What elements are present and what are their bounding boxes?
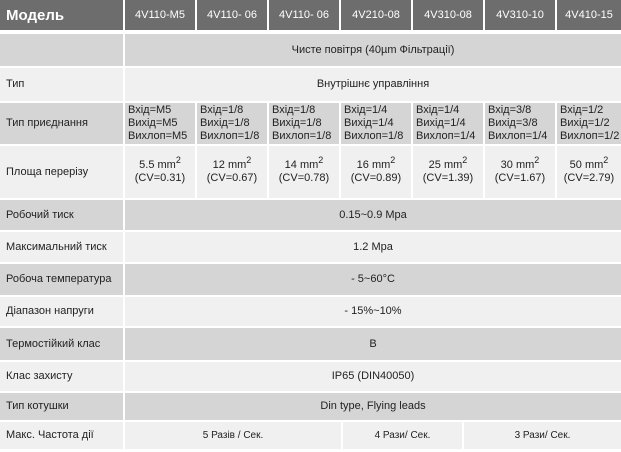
connection-line: Вихід=1/4 <box>344 117 394 129</box>
frequency-value: 5 Разів / Сек. <box>125 422 341 449</box>
connection-cell: Вхід=1/2 Вихід=1/2 Вихлоп=1/2 <box>557 103 621 144</box>
connection-line: Вхід=1/4 <box>416 104 460 116</box>
connection-line: Вихлоп=1/8 <box>200 130 260 142</box>
type-row: Тип Внутрішнє управління <box>0 68 621 101</box>
model-header: 4V210-08 <box>341 0 411 30</box>
area-cell: 16 mm2 (CV=0.89) <box>341 146 411 198</box>
row-label: Робоча температура <box>0 264 123 295</box>
row-value: - 5~60°C <box>125 264 621 295</box>
row-value: Внутрішнє управління <box>125 68 621 101</box>
area-cell: 12 mm2 (CV=0.67) <box>197 146 267 198</box>
row-value: IP65 (DIN40050) <box>125 362 621 391</box>
area-cell: 14 mm2 (CV=0.78) <box>269 146 339 198</box>
area-value: 50 mm2 <box>569 155 609 172</box>
cv-value: (CV=0.31) <box>134 172 186 184</box>
cv-value: (CV=0.67) <box>206 172 258 184</box>
connection-line: Вхід=1/8 <box>272 104 316 116</box>
area-value: 14 mm2 <box>284 155 324 172</box>
connection-line: Вхід=3/8 <box>488 104 532 116</box>
row-label: Максимальний тиск <box>0 232 123 262</box>
connection-cell: Вхід=1/4 Вихід=1/4 Вихлоп=1/4 <box>413 103 483 144</box>
spec-row: Максимальний тиск 1.2 Mpa <box>0 232 621 262</box>
area-value: 25 mm2 <box>428 155 468 172</box>
connection-cell: Вхід=1/4 Вихід=1/4 Вихлоп=1/8 <box>341 103 411 144</box>
spec-row: Термостійкий клас B <box>0 328 621 360</box>
row-label: Тип котушки <box>0 393 123 420</box>
connection-line: Вхід=1/4 <box>344 104 388 116</box>
row-label: Макс. Частота дії <box>0 422 123 449</box>
frequency-value: 3 Рази/ Сек. <box>464 422 621 449</box>
connection-line: Вихід=1/8 <box>200 117 250 129</box>
model-header: 4V410-15 <box>557 0 621 30</box>
connection-cell: Вхід=1/8 Вихід=1/8 Вихлоп=1/8 <box>269 103 339 144</box>
medium-row: Чисте повітря (40µm Фільтрації) <box>0 34 621 66</box>
connection-line: Вихід=3/8 <box>488 117 538 129</box>
row-label: Тип приєднання <box>0 103 123 144</box>
spec-row: Робочий тиск 0.15~0.9 Mpa <box>0 200 621 230</box>
model-header: 4V310-10 <box>485 0 555 30</box>
connection-line: Вихлоп=1/4 <box>488 130 548 142</box>
area-cell: 30 mm2 (CV=1.67) <box>485 146 555 198</box>
row-value: B <box>125 328 621 360</box>
cv-value: (CV=2.79) <box>563 172 615 184</box>
row-label: Клас захисту <box>0 362 123 391</box>
connection-line: Вхід=1/2 <box>560 104 604 116</box>
row-label: Робочий тиск <box>0 200 123 230</box>
connection-row: Тип приєднання Вхід=M5 Вихід=M5 Вихлоп=M5 В… <box>0 103 621 144</box>
connection-line: Вхід=1/8 <box>200 104 244 116</box>
connection-cell: Вхід=M5 Вихід=M5 Вихлоп=M5 <box>125 103 195 144</box>
area-cell: 50 mm2 (CV=2.79) <box>557 146 621 198</box>
model-header: 4V110- 06 <box>197 0 267 30</box>
row-label <box>0 34 123 66</box>
connection-line: Вхід=M5 <box>128 104 172 116</box>
model-label: Модель <box>0 0 123 30</box>
row-label: Площа перерізу <box>0 146 123 198</box>
spec-row: Клас захисту IP65 (DIN40050) <box>0 362 621 391</box>
connection-line: Вихлоп=1/4 <box>416 130 476 142</box>
area-value: 12 mm2 <box>212 155 252 172</box>
area-value: 30 mm2 <box>500 155 540 172</box>
connection-line: Вихлоп=1/8 <box>272 130 332 142</box>
frequency-value: 4 Рази/ Сек. <box>343 422 462 449</box>
row-label: Тип <box>0 68 123 101</box>
row-value: - 15%~10% <box>125 297 621 326</box>
row-value: 0.15~0.9 Mpa <box>125 200 621 230</box>
model-header: 4V110- 06 <box>269 0 339 30</box>
cv-value: (CV=1.39) <box>422 172 474 184</box>
spec-row: Тип котушки Din type, Flying leads <box>0 393 621 420</box>
row-label: Термостійкий клас <box>0 328 123 360</box>
connection-cell: Вхід=3/8 Вихід=3/8 Вихлоп=1/4 <box>485 103 555 144</box>
row-value: Чисте повітря (40µm Фільтрації) <box>125 34 621 66</box>
area-row: Площа перерізу 5.5 mm2 (CV=0.31) 12 mm2 (CV… <box>0 146 621 198</box>
spec-row: Діапазон напруги - 15%~10% <box>0 297 621 326</box>
connection-line: Вихід=1/4 <box>416 117 466 129</box>
connection-line: Вихлоп=M5 <box>128 130 188 142</box>
row-label: Діапазон напруги <box>0 297 123 326</box>
connection-line: Вихлоп=1/2 <box>560 130 620 142</box>
connection-line: Вихід=1/2 <box>560 117 610 129</box>
connection-cell: Вхід=1/8 Вихід=1/8 Вихлоп=1/8 <box>197 103 267 144</box>
cv-value: (CV=0.78) <box>278 172 330 184</box>
connection-line: Вихлоп=1/8 <box>344 130 404 142</box>
row-value: Din type, Flying leads <box>125 393 621 420</box>
cv-value: (CV=0.89) <box>350 172 402 184</box>
model-header: 4V110-M5 <box>125 0 195 30</box>
header-row: Модель 4V110-M5 4V110- 06 4V110- 06 4V21… <box>0 0 621 30</box>
model-header: 4V310-08 <box>413 0 483 30</box>
cv-value: (CV=1.67) <box>494 172 546 184</box>
spec-row: Робоча температура - 5~60°C <box>0 264 621 295</box>
connection-line: Вихід=1/8 <box>272 117 322 129</box>
area-value: 16 mm2 <box>356 155 396 172</box>
row-value: 1.2 Mpa <box>125 232 621 262</box>
area-cell: 25 mm2 (CV=1.39) <box>413 146 483 198</box>
connection-line: Вихід=M5 <box>128 117 178 129</box>
area-value: 5.5 mm2 <box>139 155 181 172</box>
area-cell: 5.5 mm2 (CV=0.31) <box>125 146 195 198</box>
frequency-row: Макс. Частота дії 5 Разів / Сек. 4 Рази/… <box>0 422 621 449</box>
